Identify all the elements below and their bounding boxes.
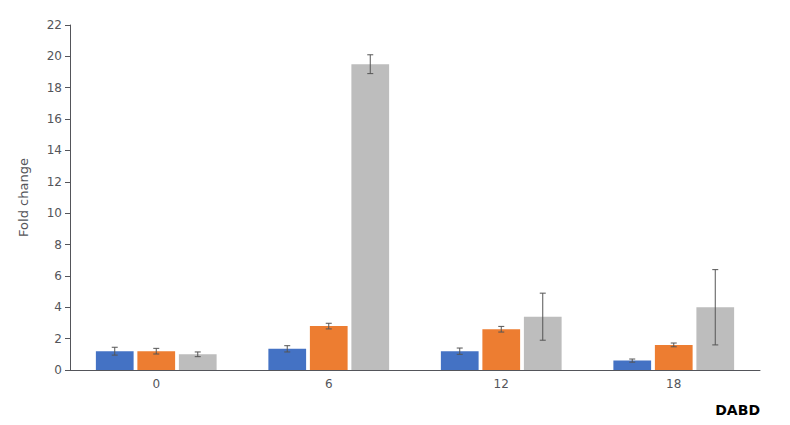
svg-text:0: 0: [152, 377, 160, 391]
svg-text:10: 10: [47, 206, 62, 220]
svg-text:22: 22: [47, 18, 62, 32]
svg-text:12: 12: [47, 175, 62, 189]
svg-text:6: 6: [54, 269, 62, 283]
svg-text:16: 16: [47, 112, 62, 126]
svg-text:12: 12: [494, 377, 509, 391]
svg-text:2: 2: [54, 332, 62, 346]
svg-text:0: 0: [54, 363, 62, 377]
svg-text:4: 4: [54, 300, 62, 314]
svg-text:8: 8: [54, 238, 62, 252]
svg-text:6: 6: [325, 377, 333, 391]
svg-text:DABD: DABD: [715, 402, 760, 418]
svg-text:20: 20: [47, 49, 62, 63]
svg-text:18: 18: [47, 81, 62, 95]
svg-text:14: 14: [47, 143, 62, 157]
svg-text:Fold change: Fold change: [16, 158, 31, 237]
svg-text:18: 18: [666, 377, 681, 391]
